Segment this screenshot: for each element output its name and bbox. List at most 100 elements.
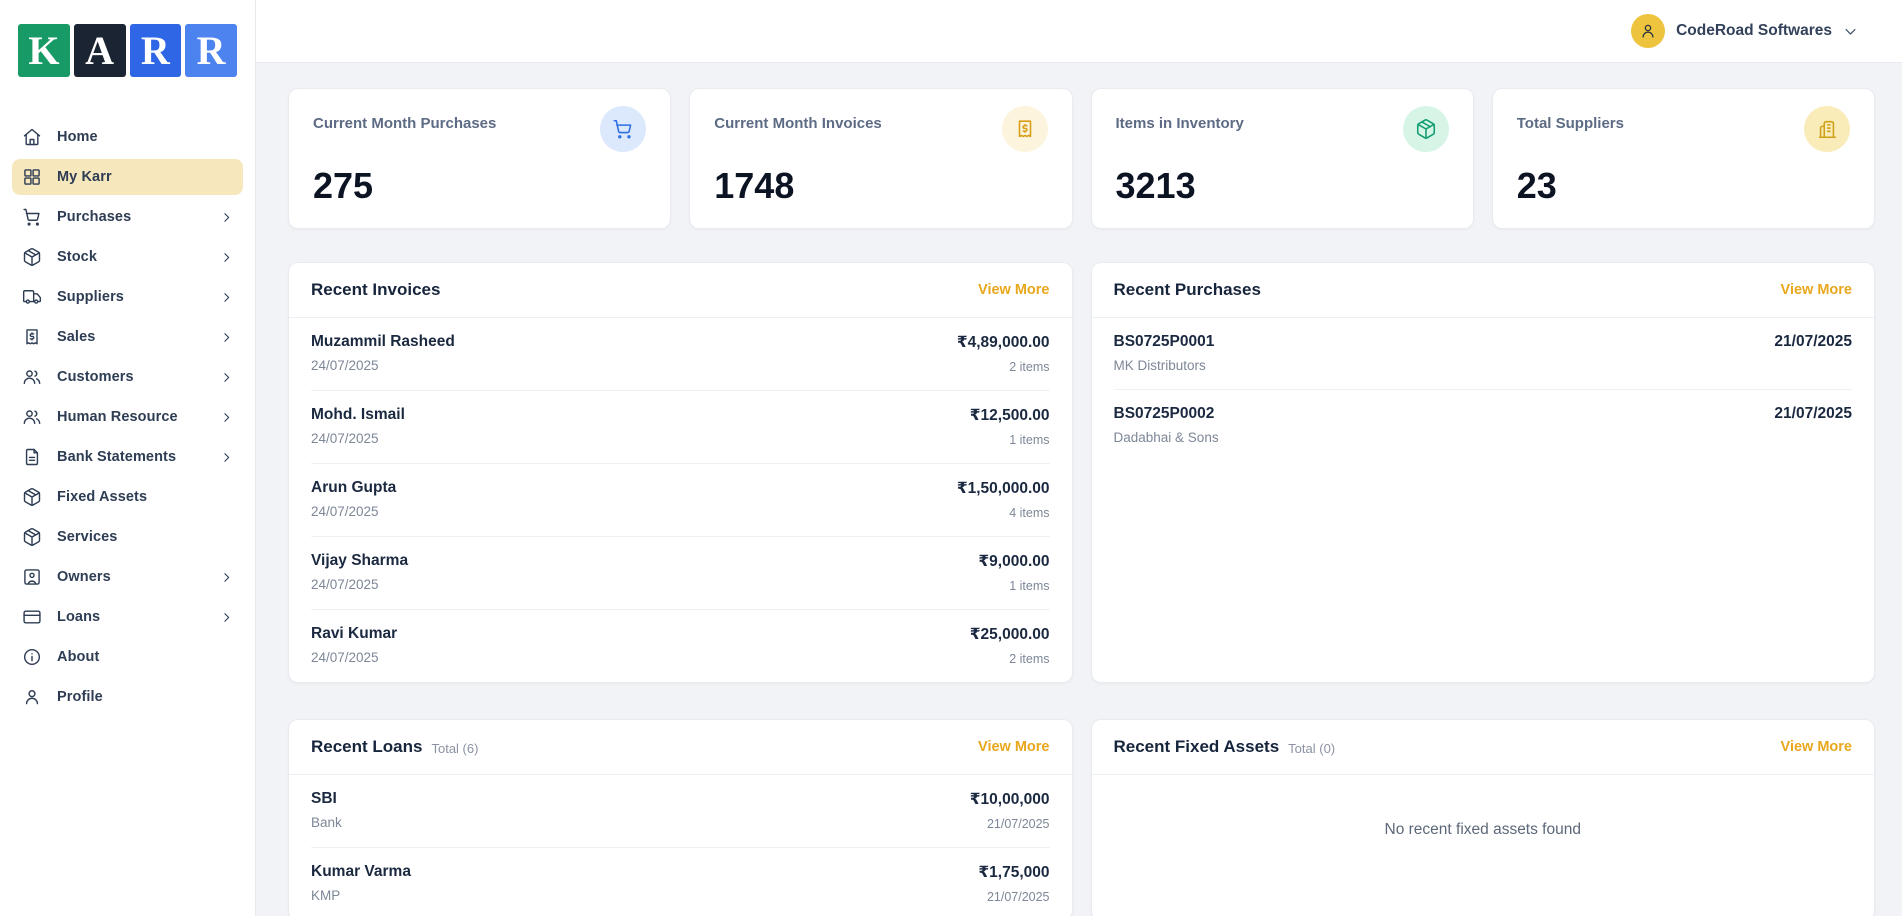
purchase-list: BS0725P0001 MK Distributors 21/07/2025 B…: [1092, 318, 1875, 461]
top-bar: CodeRoad Softwares: [256, 0, 1902, 63]
invoice-date: 24/07/2025: [311, 650, 379, 665]
sidebar-item-loans[interactable]: Loans: [12, 599, 243, 635]
invoice-row[interactable]: Ravi Kumar 24/07/2025 ₹25,000.00 2 items: [311, 610, 1050, 682]
purchase-code: BS0725P0002: [1113, 405, 1215, 422]
cart-icon: [22, 207, 42, 227]
stat-label: Items in Inventory: [1115, 115, 1244, 132]
loan-amount: ₹1,75,000: [978, 864, 1050, 881]
invoice-date: 24/07/2025: [311, 431, 379, 446]
account-name: CodeRoad Softwares: [1676, 22, 1832, 39]
panel-title: Recent Fixed Assets: [1113, 737, 1280, 756]
invoice-amount: ₹1,50,000.00: [956, 480, 1050, 497]
sidebar-item-label: About: [57, 649, 100, 665]
view-more-link[interactable]: View More: [1780, 739, 1852, 755]
sidebar-item-fixed-assets[interactable]: Fixed Assets: [12, 479, 243, 515]
sidebar-item-about[interactable]: About: [12, 639, 243, 675]
sidebar-item-my-karr[interactable]: My Karr: [12, 159, 243, 195]
invoice-date: 24/07/2025: [311, 504, 379, 519]
loan-row[interactable]: Kumar Varma KMP ₹1,75,000 21/07/2025: [311, 848, 1050, 916]
stat-card-current-month-invoices: Current Month Invoices 1748: [689, 88, 1073, 229]
sidebar-item-label: My Karr: [57, 169, 112, 185]
invoice-amount: ₹4,89,000.00: [956, 334, 1050, 351]
sidebar-item-purchases[interactable]: Purchases: [12, 199, 243, 235]
sidebar-item-owners[interactable]: Owners: [12, 559, 243, 595]
invoice-row[interactable]: Vijay Sharma 24/07/2025 ₹9,000.00 1 item…: [311, 537, 1050, 610]
loan-name: SBI: [311, 790, 337, 807]
purchase-row[interactable]: BS0725P0002 Dadabhai & Sons 21/07/2025: [1114, 390, 1853, 461]
invoice-items-count: 2 items: [1009, 652, 1050, 666]
sidebar-item-services[interactable]: Services: [12, 519, 243, 555]
logo-tile-r2: R: [185, 24, 237, 77]
sidebar-item-suppliers[interactable]: Suppliers: [12, 279, 243, 315]
invoice-row[interactable]: Muzammil Rasheed 24/07/2025 ₹4,89,000.00…: [311, 318, 1050, 391]
chevron-right-icon: [220, 371, 233, 384]
stat-value: 3213: [1115, 165, 1196, 206]
chevron-right-icon: [220, 331, 233, 344]
sidebar-item-label: Services: [57, 529, 118, 545]
chevron-right-icon: [220, 571, 233, 584]
empty-state-message: No recent fixed assets found: [1384, 820, 1581, 838]
receipt-dollar-icon: [22, 327, 42, 347]
sidebar-item-stock[interactable]: Stock: [12, 239, 243, 275]
home-icon: [22, 127, 42, 147]
purchase-row[interactable]: BS0725P0001 MK Distributors 21/07/2025: [1113, 318, 1852, 390]
stat-label: Total Suppliers: [1516, 115, 1624, 132]
sidebar-item-profile[interactable]: Profile: [12, 679, 243, 715]
loan-date: 21/07/2025: [986, 817, 1050, 831]
stat-value: 1748: [714, 165, 795, 206]
sidebar-item-label: Purchases: [57, 209, 132, 225]
recent-fixed-assets-panel: Recent Fixed Assets Total (0) View More …: [1090, 719, 1875, 916]
chevron-right-icon: [220, 611, 233, 624]
chevron-right-icon: [220, 291, 233, 304]
invoice-row[interactable]: Mohd. Ismail 24/07/2025 ₹12,500.00 1 ite…: [311, 391, 1050, 464]
sidebar: K A R R Home My Karr Purchases Stock: [0, 0, 256, 916]
dashboard-content: Current Month Purchases 275 Current Mont…: [256, 63, 1902, 916]
sidebar-item-bank-statements[interactable]: Bank Statements: [12, 439, 243, 475]
view-more-link[interactable]: View More: [1780, 282, 1852, 298]
sidebar-item-label: Fixed Assets: [57, 489, 148, 505]
loan-row[interactable]: SBI Bank ₹10,00,000 21/07/2025: [311, 775, 1050, 848]
stat-value: 23: [1516, 165, 1557, 206]
user-icon: [22, 687, 42, 707]
credit-card-icon: [22, 607, 42, 627]
sidebar-nav: Home My Karr Purchases Stock Suppliers: [0, 119, 255, 715]
view-more-link[interactable]: View More: [978, 739, 1050, 755]
invoice-row[interactable]: Arun Gupta 24/07/2025 ₹1,50,000.00 4 ite…: [311, 464, 1050, 537]
purchase-code: BS0725P0001: [1113, 333, 1215, 350]
recent-loans-panel: Recent Loans Total (6) View More SBI Ban…: [288, 719, 1073, 916]
purchase-date: 21/07/2025: [1774, 405, 1852, 422]
invoice-customer: Mohd. Ismail: [311, 406, 405, 423]
package-icon: [22, 527, 42, 547]
invoice-items-count: 1 items: [1009, 433, 1050, 447]
avatar: [1631, 14, 1666, 48]
sidebar-item-sales[interactable]: Sales: [12, 319, 243, 355]
karr-logo: K A R R: [18, 24, 237, 77]
sidebar-item-label: Stock: [57, 249, 97, 265]
invoice-customer: Muzammil Rasheed: [311, 333, 455, 350]
logo-tile-k: K: [18, 24, 70, 77]
receipt-dollar-icon: [1001, 106, 1048, 152]
sidebar-item-customers[interactable]: Customers: [12, 359, 243, 395]
sidebar-item-home[interactable]: Home: [12, 119, 243, 155]
sidebar-item-label: Home: [57, 129, 98, 145]
view-more-link[interactable]: View More: [978, 282, 1050, 298]
main-area: CodeRoad Softwares Current Month Purchas…: [256, 0, 1902, 916]
sidebar-item-human-resource[interactable]: Human Resource: [12, 399, 243, 435]
building-icon: [1804, 106, 1850, 152]
account-menu[interactable]: CodeRoad Softwares: [1631, 14, 1858, 48]
invoice-date: 24/07/2025: [311, 358, 379, 373]
invoice-items-count: 1 items: [1009, 579, 1050, 593]
panel-title: Recent Invoices: [311, 280, 441, 299]
purchase-supplier: Dadabhai & Sons: [1113, 430, 1219, 445]
package-icon: [22, 247, 42, 267]
panels-row-1: Recent Invoices View More Muzammil Rashe…: [288, 262, 1875, 683]
dashboard-grid-icon: [22, 167, 42, 187]
sidebar-item-label: Owners: [57, 569, 111, 585]
stat-cards: Current Month Purchases 275 Current Mont…: [288, 88, 1875, 229]
logo-tile-a: A: [73, 24, 126, 77]
invoice-customer: Vijay Sharma: [311, 552, 409, 569]
chevron-right-icon: [220, 451, 233, 464]
sidebar-item-label: Suppliers: [57, 289, 124, 305]
invoice-amount: ₹12,500.00: [969, 407, 1050, 424]
